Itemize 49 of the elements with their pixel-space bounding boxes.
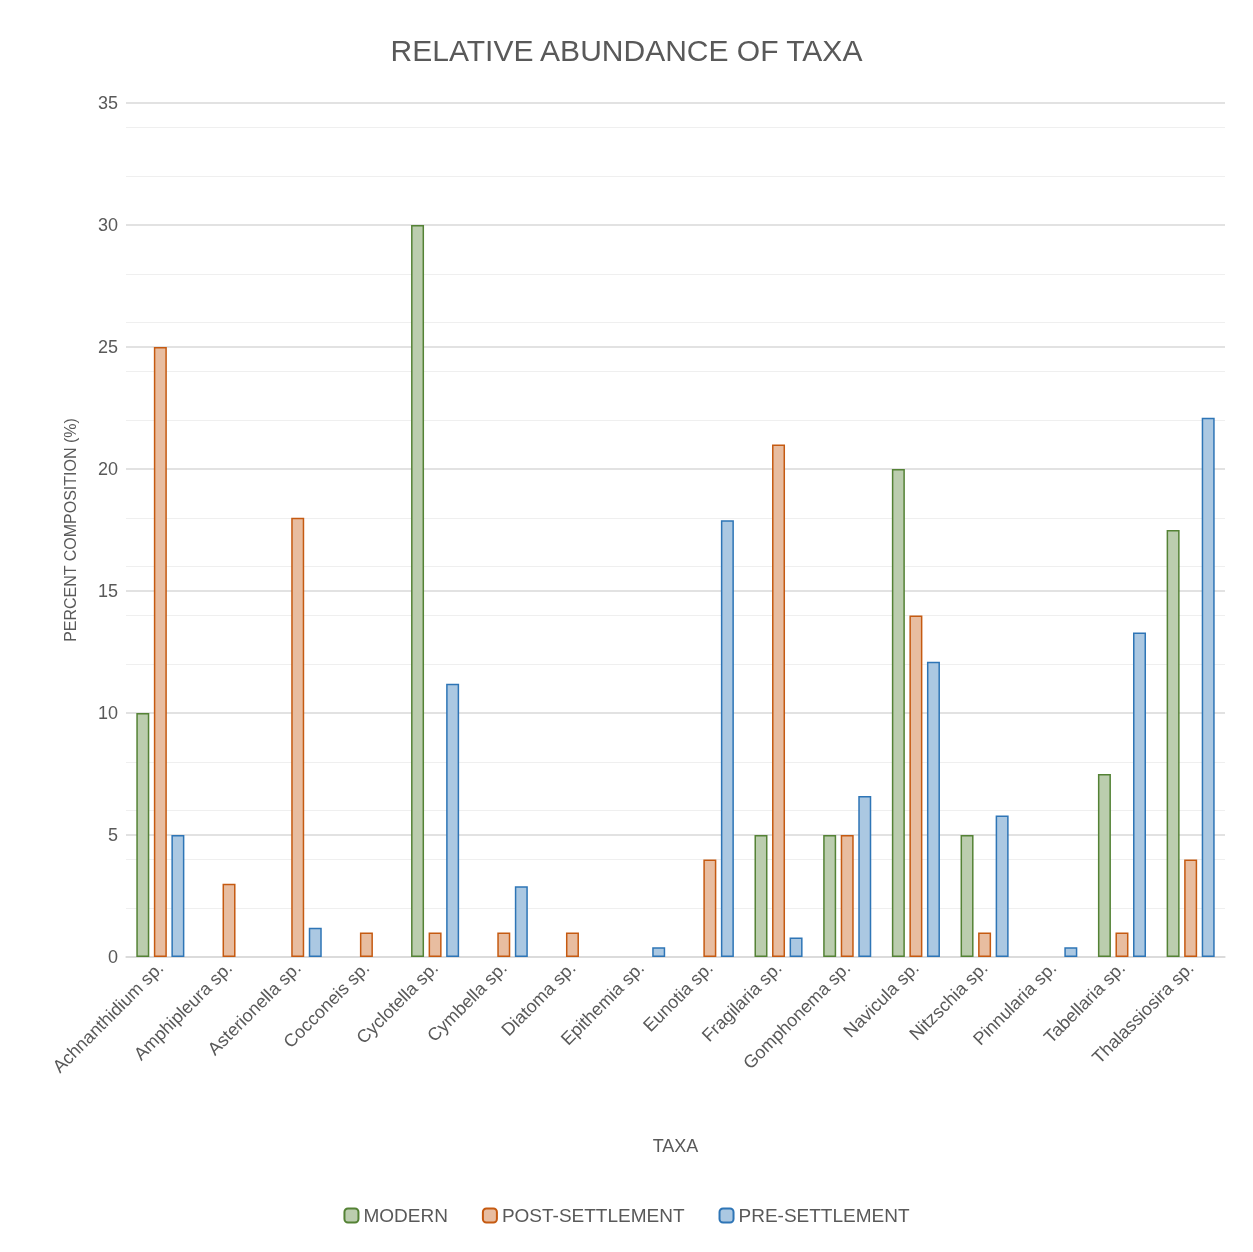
- y-tick-label: 0: [107, 947, 118, 967]
- bar: [926, 661, 940, 957]
- bar: [565, 932, 579, 957]
- bar: [497, 932, 511, 957]
- bar: [789, 937, 803, 957]
- y-tick-label: 30: [97, 215, 118, 235]
- bar: [153, 347, 167, 957]
- y-tick-label: 25: [97, 337, 118, 357]
- bar: [1201, 417, 1215, 957]
- bar: [840, 835, 854, 957]
- y-tick-label: 10: [97, 703, 118, 723]
- bar: [308, 927, 322, 957]
- legend-label: PRE-SETTLEMENT: [738, 1205, 910, 1226]
- bar: [222, 883, 236, 957]
- bar: [1184, 859, 1198, 957]
- bar: [909, 615, 923, 957]
- bar: [703, 859, 717, 957]
- bar: [136, 713, 150, 957]
- bar: [428, 932, 442, 957]
- bar: [1115, 932, 1129, 957]
- bar: [514, 886, 528, 957]
- bar: [1064, 947, 1078, 957]
- bar: [411, 225, 425, 957]
- bar: [359, 932, 373, 957]
- x-axis-title: TAXA: [652, 1136, 699, 1156]
- bar: [823, 835, 837, 957]
- y-axis-title: PERCENT COMPOSITION (%): [61, 418, 79, 642]
- y-tick-label: 15: [97, 581, 118, 601]
- bar: [652, 947, 666, 957]
- y-tick-label: 5: [107, 825, 118, 845]
- y-tick-label: 35: [97, 93, 118, 113]
- legend-label: POST-SETTLEMENT: [501, 1205, 685, 1226]
- bar: [291, 517, 305, 957]
- bar: [171, 835, 185, 957]
- bar: [446, 683, 460, 957]
- bar: [891, 469, 905, 957]
- bar: [720, 520, 734, 957]
- bar: [1133, 632, 1147, 957]
- y-tick-label: 20: [97, 459, 118, 479]
- bar: [858, 795, 872, 957]
- bar: [772, 444, 786, 957]
- bar: [995, 815, 1009, 957]
- chart-title: RELATIVE ABUNDANCE OF TAXA: [390, 33, 863, 67]
- bar: [754, 835, 768, 957]
- bar: [978, 932, 992, 957]
- bar: [1166, 530, 1180, 957]
- bar: [960, 835, 974, 957]
- legend-label: MODERN: [363, 1205, 448, 1226]
- bar: [1097, 774, 1111, 957]
